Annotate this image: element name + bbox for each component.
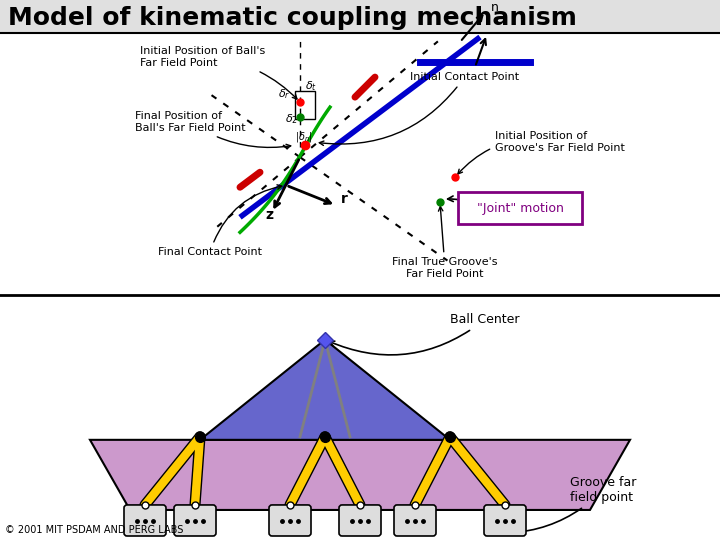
FancyBboxPatch shape [484,505,526,536]
FancyBboxPatch shape [394,505,436,536]
Text: Final True Groove's
Far Field Point: Final True Groove's Far Field Point [392,207,498,279]
Text: z: z [265,208,273,222]
Bar [0,0,720,32]
Text: Model of kinematic coupling mechanism: Model of kinematic coupling mechanism [8,6,577,30]
Text: Final Contact Point: Final Contact Point [158,185,282,258]
Text: Groove far
field point: Groove far field point [510,476,636,535]
Text: Initial Position of
Groove's Far Field Point: Initial Position of Groove's Far Field P… [458,131,625,174]
FancyBboxPatch shape [458,192,582,224]
FancyBboxPatch shape [269,505,311,536]
Text: Initial Position of Ball's
Far Field Point: Initial Position of Ball's Far Field Poi… [140,46,297,99]
Text: n: n [491,2,498,15]
Text: © 2001 MIT PSDAM AND PERG LABS: © 2001 MIT PSDAM AND PERG LABS [5,525,184,535]
Text: $|\delta_n|$: $|\delta_n|$ [295,130,313,144]
Text: $\delta_r$: $\delta_r$ [278,87,290,101]
Text: $\delta_2$: $\delta_2$ [285,112,298,126]
Text: Final Position of
Ball's Far Field Point: Final Position of Ball's Far Field Point [135,111,291,148]
Text: $\delta_t$: $\delta_t$ [305,79,317,93]
FancyBboxPatch shape [124,505,166,536]
Text: r: r [341,192,348,206]
Text: Ball Center: Ball Center [329,313,520,355]
FancyBboxPatch shape [174,505,216,536]
Bar [295,91,315,119]
Polygon shape [200,340,450,440]
Text: Initial Contact Point: Initial Contact Point [319,72,519,145]
FancyBboxPatch shape [339,505,381,536]
Polygon shape [90,440,630,510]
Text: "Joint" motion: "Joint" motion [477,202,564,215]
